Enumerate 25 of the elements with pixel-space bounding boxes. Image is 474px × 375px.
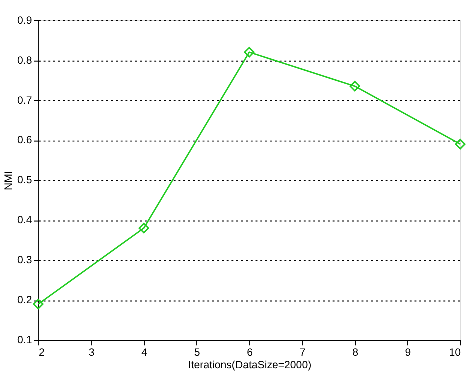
point [138, 223, 150, 234]
x-tick-label: 7 [300, 347, 306, 360]
point [244, 47, 255, 58]
x-tick-label: 6 [247, 347, 254, 360]
y-tick-label: 0.8 [18, 54, 32, 67]
x-tick-label: 5 [194, 347, 200, 360]
x-tick-label: 8 [352, 347, 359, 360]
point [350, 81, 360, 92]
x-tick-label: 10 [449, 347, 462, 360]
y-axis-title: NMI [2, 171, 15, 191]
y-tick-label: 0.2 [18, 294, 32, 307]
x-tick-label: 4 [142, 347, 148, 360]
x-tick-label: 3 [88, 347, 95, 360]
x-tick-label: 2 [39, 347, 46, 360]
point [455, 139, 466, 150]
y-tick-label: 0.3 [18, 254, 32, 267]
x-axis-title: Iterations(DataSize=2000) [188, 360, 312, 372]
y-tick-label: 0.1 [18, 334, 32, 347]
y-tick-label: 0.7 [18, 94, 32, 107]
y-tick-label: 0.6 [18, 134, 32, 147]
point [33, 298, 44, 310]
x-tick-label: 9 [405, 347, 412, 360]
y-tick-label: 0.9 [18, 14, 32, 27]
y-tick-label: 0.5 [18, 174, 32, 187]
y-tick-label: 0.4 [18, 214, 32, 227]
